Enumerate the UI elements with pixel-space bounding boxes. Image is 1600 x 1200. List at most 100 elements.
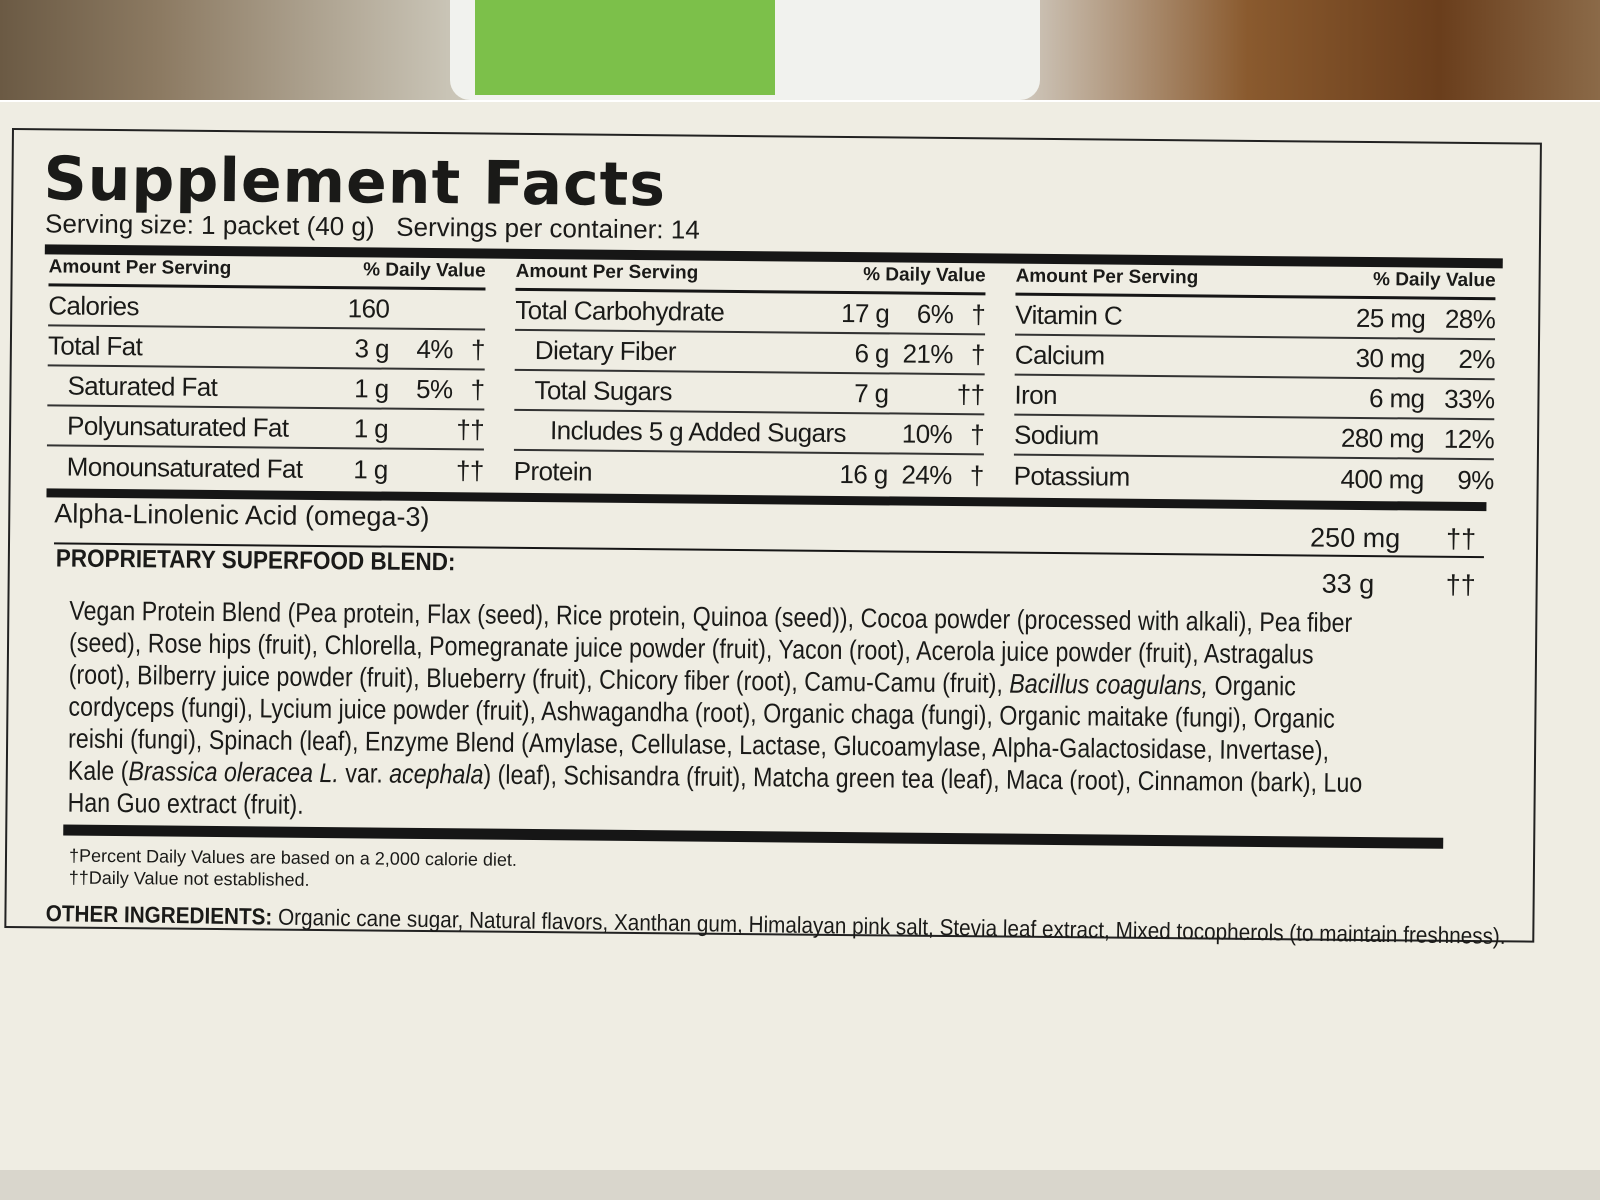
nutrient-daily-value: 5% [415,373,453,404]
blend-ingredients: Vegan Protein Blend (Pea protein, Flax (… [67,595,1445,832]
nutrient-amount: 7 g [854,377,889,408]
nutrient-amount: 400 mg [1340,463,1424,495]
nutrient-name: Calories [48,289,140,321]
nutrient-amount: 280 mg [1340,422,1425,454]
nutrient-daily-value: 2% [1458,343,1495,374]
nutrient-amount: 6 mg [1368,382,1425,414]
nutrient-row: Dietary Fiber 6 g 21% † [514,330,986,376]
nutrient-name: Includes 5 g Added Sugars [549,414,847,448]
nutrient-row: Total Carbohydrate 17 g 6% † [515,290,986,336]
nutrient-amount: 6 g [854,337,890,368]
nutrient-footnote-symbol: †† [456,413,485,445]
nutrient-row: Vitamin C 25 mg 28% [1015,295,1496,341]
nutrient-name: Calcium [1014,339,1105,370]
header-amount: Amount Per Serving [515,260,699,284]
nutrient-daily-value [389,309,453,310]
nutrient-daily-value: 10% [901,418,953,449]
nutrient-footnote-symbol: † [971,298,986,329]
ingredient-text: Kale ( [67,755,129,787]
blend-amount: 33 g [1321,568,1375,600]
nutrient-column-3: Amount Per Serving % Daily Value Vitamin C… [1013,265,1496,501]
nutrient-amount: 30 mg [1355,342,1426,374]
italic-text: acephala [389,758,484,790]
serving-info: Serving size: 1 packet (40 g) Servings p… [45,208,700,245]
servings-per-container: Servings per container: 14 [396,211,700,245]
nutrient-row: Potassium 400 mg 9% [1014,456,1494,501]
nutrient-name: Vitamin C [1015,299,1123,331]
ingredient-text: var. [338,758,390,789]
nutrient-amount: 25 mg [1355,302,1426,334]
nutrient-row: Saturated Fat 1 g 5% † [47,366,485,411]
column-header: Amount Per Serving % Daily Value [1015,265,1496,301]
nutrient-row: Includes 5 g Added Sugars 10% † [513,410,985,456]
nutrient-daily-value: 9% [1457,464,1494,495]
blend-name: PROPRIETARY SUPERFOOD BLEND: [55,544,456,577]
nutrient-daily-value: 4% [416,333,454,364]
header-amount: Amount Per Serving [48,256,232,280]
nutrient-name: Monounsaturated Fat [66,451,303,484]
nutrient-daily-value: 28% [1444,303,1496,334]
other-ingredients-label: OTHER INGREDIENTS: [45,900,273,930]
nutrient-name: Saturated Fat [67,370,218,402]
serving-size: Serving size: 1 packet (40 g) [44,208,375,242]
nutrient-row: Calories 160 [48,286,486,331]
column-header: Amount Per Serving % Daily Value [48,256,486,291]
nutrient-footnote-symbol: † [470,333,486,365]
nutrient-name: Sodium [1013,419,1099,450]
column-header: Amount Per Serving % Daily Value [515,260,986,296]
nutrient-daily-value: 33% [1444,383,1495,414]
ala-dv: †† [1445,523,1477,555]
nutrient-name: Total Fat [47,329,143,361]
nutrient-name: Dietary Fiber [534,334,677,366]
ingredient-text: Organic [1207,670,1297,702]
ala-name: Alpha-Linolenic Acid (omega-3) [54,498,430,533]
nutrient-footnote-symbol: † [470,373,485,405]
nutrient-column-2: Amount Per Serving % Daily Value Total Car… [513,260,986,496]
nutrient-row: Monounsaturated Fat 1 g †† [47,446,484,490]
nutrient-column-1: Amount Per Serving % Daily Value Calories 1… [46,256,486,490]
nutrient-name: Iron [1014,379,1058,410]
nutrient-footnote-symbol: † [970,338,986,369]
nutrient-name: Potassium [1013,460,1130,492]
nutrient-daily-value: 12% [1443,423,1495,454]
nutrient-row: Total Fat 3 g 4% † [47,326,486,371]
nutrient-footnote-symbol: †† [455,454,484,486]
nutrient-daily-value [388,429,452,430]
nutrient-amount: 17 g [840,297,890,328]
italic-text: Bacillus coagulans, [1009,668,1209,701]
header-daily-value: % Daily Value [863,264,986,287]
nutrient-name: Protein [513,455,593,487]
nutrient-amount: 16 g [839,458,888,489]
nutrient-footnote-symbol: †† [956,378,985,409]
nutrient-amount: 1 g [353,453,388,485]
nutrient-name: Total Carbohydrate [515,294,725,327]
nutrient-row: Iron 6 mg 33% [1014,375,1495,421]
header-amount: Amount Per Serving [1015,265,1199,289]
product-box [0,100,1600,1170]
nutrient-row: Sodium 280 mg 12% [1013,415,1495,461]
ala-amount: 250 mg [1309,522,1401,554]
header-daily-value: % Daily Value [363,259,486,282]
italic-text: Brassica oleracea L. [128,756,340,789]
nutrient-row: Protein 16 g 24% † [514,451,984,496]
nutrient-amount: 3 g [354,332,390,364]
nutrient-amount: 160 [347,292,390,324]
footnote-double-dagger: ††Daily Value not established. [68,867,310,890]
nutrient-daily-value: 21% [902,338,954,369]
header-daily-value: % Daily Value [1372,269,1496,292]
nutrient-row: Total Sugars 7 g †† [514,370,985,416]
nutrient-amount: 1 g [354,372,389,404]
blend-dv: †† [1445,569,1476,601]
nutrient-daily-value [388,470,452,471]
product-bag-green-panel [475,0,775,95]
nutrient-daily-value: 24% [901,459,952,490]
nutrient-footnote-symbol: † [970,418,985,449]
supplement-facts-panel: Supplement Facts Serving size: 1 packet … [4,128,1542,943]
nutrient-amount: 1 g [353,412,389,444]
footnotes: †Percent Daily Values are based on a 2,0… [69,845,517,893]
nutrient-footnote-symbol: † [969,459,984,490]
nutrient-row: Calcium 30 mg 2% [1014,335,1496,381]
nutrient-name: Total Sugars [534,374,672,406]
nutrient-daily-value [888,393,952,394]
nutrient-row: Polyunsaturated Fat 1 g †† [46,406,485,451]
